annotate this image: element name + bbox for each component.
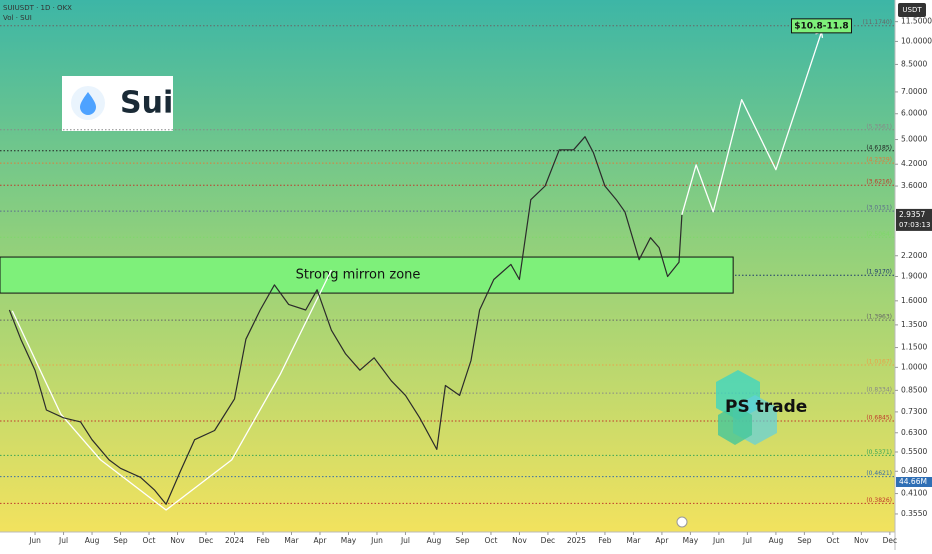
y-tick-label: 2.2000 [901,251,927,260]
fib-label: (0.6845) [866,415,892,422]
y-tick-label: 4.2000 [901,159,927,168]
zone-label: Strong mirron zone [296,268,421,283]
target-box [790,18,852,34]
x-tick-label: Jun [370,536,383,545]
x-tick-label: Feb [598,536,612,545]
x-tick-label: Jun [712,536,725,545]
y-tick-label: 1.9000 [901,272,927,281]
time-axis-panel [0,532,895,550]
mirror-zone [0,256,734,294]
x-tick-label: Oct [826,536,839,545]
fib-label: (0.3826) [866,497,892,504]
x-tick-label: Sep [113,536,127,545]
fib-label: (3.0151) [866,205,892,212]
price-axis-panel [895,0,932,550]
x-tick-label: Nov [512,536,527,545]
y-tick-label: 6.0000 [901,109,927,118]
x-tick-label: Sep [455,536,469,545]
y-tick-label: 0.3550 [901,509,927,518]
fib-label: (2.5064) [866,231,892,238]
x-tick-label: Oct [143,536,156,545]
y-tick-label: 7.0000 [901,87,927,96]
fib-label: (4.2329) [866,157,892,164]
y-tick-label: 1.0000 [901,362,927,371]
x-tick-label: Feb [256,536,270,545]
y-tick-label: 8.5000 [901,59,927,68]
x-tick-label: Jun [28,536,41,545]
x-tick-label: Sep [797,536,811,545]
projection-line [681,31,823,215]
x-tick-label: Mar [284,536,299,545]
price-tag-label: 2.9357 [899,210,925,219]
fib-label: (0.8334) [866,387,892,394]
x-tick-label: Apr [313,536,327,545]
x-tick-label: 2025 [567,536,586,545]
unit-badge [898,3,926,17]
y-tick-label: 10.0000 [901,36,932,45]
y-tick-label: 0.8500 [901,385,927,394]
volume-tag-label: 44.66M [899,477,927,486]
x-tick-label: Dec [541,536,556,545]
fib-label: (5.3561) [866,123,892,130]
x-tick-label: May [341,536,357,545]
countdown-label: 07:03:13 [899,221,930,229]
x-tick-label: Dec [883,536,898,545]
fib-label: (1.0167) [866,359,892,366]
y-tick-label: 0.7300 [901,407,927,416]
y-tick-label: 11.5000 [901,17,932,26]
x-tick-label: Mar [626,536,641,545]
fib-label: (0.5371) [866,449,892,456]
x-tick-label: Aug [427,536,442,545]
logo-text: Sui [120,86,173,121]
logo-text: PS trade [725,397,807,417]
unit-label: USDT [902,6,922,14]
y-tick-label: 0.4800 [901,466,927,475]
x-tick-label: Aug [85,536,100,545]
fib-label: (1.3963) [866,314,892,321]
x-tick-label: May [683,536,699,545]
volume-title: Vol · SUI [3,14,32,22]
y-tick-label: 1.3500 [901,320,927,329]
fib-label: (0.4621) [866,470,892,477]
ps-logo: PS trade [716,370,807,445]
y-tick-label: 0.5500 [901,447,927,456]
alert-icon [676,516,688,528]
price-tag [896,208,932,231]
volume-tag [896,477,932,487]
x-tick-label: Jul [58,536,68,545]
x-tick-label: Jul [400,536,410,545]
y-tick-label: 1.6000 [901,296,927,305]
cup-curve [11,269,332,511]
x-tick-label: Oct [484,536,497,545]
fib-label: (3.6216) [866,179,892,186]
hexagon [718,405,752,445]
x-tick-label: Apr [655,536,669,545]
fib-label: (11.1740) [863,19,893,26]
y-tick-label: 0.4100 [901,489,927,498]
x-tick-label: Dec [199,536,214,545]
symbol-title: SUIUSDT · 1D · OKX [3,4,72,12]
x-tick-label: Jul [742,536,752,545]
x-tick-label: Nov [170,536,185,545]
fib-label: (1.9170) [866,269,892,276]
x-tick-label: 2024 [225,536,244,545]
y-tick-label: 1.1500 [901,343,927,352]
x-tick-label: Aug [769,536,784,545]
x-tick-label: Nov [854,536,869,545]
y-tick-label: 5.0000 [901,135,927,144]
y-tick-label: 3.6000 [901,181,927,190]
y-tick-label: 0.6300 [901,428,927,437]
price-line [8,136,683,505]
fib-label: (4.6185) [866,144,892,151]
target-label: $10.8-11.8 [794,21,848,31]
logo-drop [80,92,96,115]
